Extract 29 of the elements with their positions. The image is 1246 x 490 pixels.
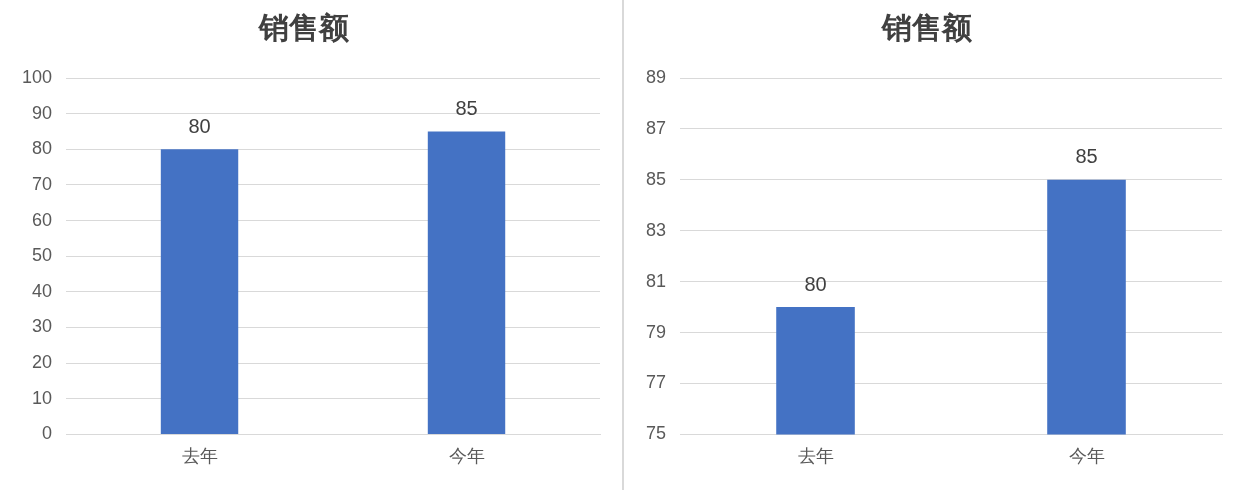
y-tick-label: 87 xyxy=(645,117,667,138)
y-tick-label: 10 xyxy=(32,387,53,408)
x-tick-label: 今年 xyxy=(448,444,485,466)
y-tick-label: 30 xyxy=(32,316,53,337)
y-tick-label: 80 xyxy=(32,138,53,159)
y-tick-label: 89 xyxy=(645,66,667,87)
y-tick-label: 50 xyxy=(32,245,53,266)
y-tick-label: 81 xyxy=(645,270,667,291)
y-tick-label: 85 xyxy=(645,168,667,189)
x-tick-label: 去年 xyxy=(797,444,834,466)
y-tick-label: 20 xyxy=(32,352,53,373)
chart-title: 销售额 xyxy=(257,9,349,45)
x-tick-label: 今年 xyxy=(1068,444,1105,466)
data-label: 80 xyxy=(804,272,827,295)
y-tick-label: 70 xyxy=(32,173,53,194)
y-tick-label: 0 xyxy=(42,423,53,444)
y-tick-label: 75 xyxy=(645,423,667,444)
y-tick-label: 83 xyxy=(645,219,667,240)
y-tick-label: 77 xyxy=(645,372,667,393)
data-label: 80 xyxy=(188,114,211,137)
data-label: 85 xyxy=(1075,145,1098,168)
y-tick-label: 100 xyxy=(21,66,53,87)
y-tick-label: 79 xyxy=(645,321,667,342)
y-tick-label: 90 xyxy=(32,102,53,123)
y-tick-label: 60 xyxy=(32,209,53,230)
x-tick-label: 去年 xyxy=(181,444,218,466)
data-label: 85 xyxy=(455,96,478,119)
y-tick-label: 40 xyxy=(32,280,53,301)
chart-title: 销售额 xyxy=(880,9,972,45)
